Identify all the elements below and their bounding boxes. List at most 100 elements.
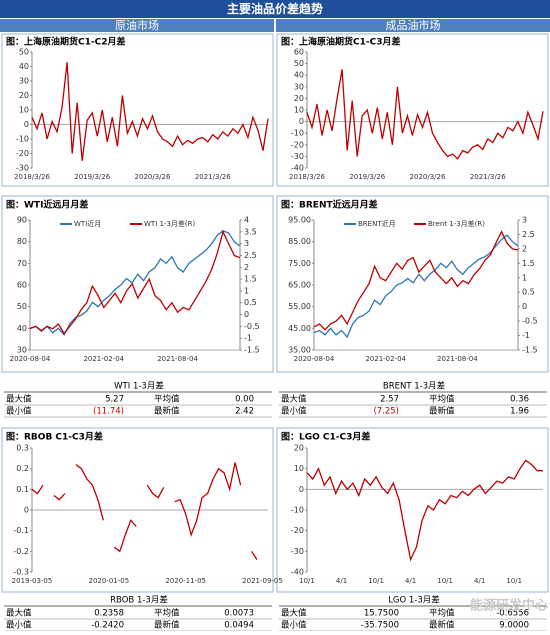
legend-label: BRENT近月 xyxy=(358,219,396,228)
y2-tick-label: 2.5 xyxy=(244,251,257,260)
series-line xyxy=(29,229,241,335)
y-tick-label: 10 xyxy=(294,106,304,115)
chart-title: 图：LGO C1-C3月差 xyxy=(281,431,370,443)
chart-title: 图：上海原油期货C1-C3月差 xyxy=(281,36,400,48)
series-line xyxy=(32,463,268,560)
y-tick-label: -30 xyxy=(291,152,304,161)
x-tick-label: 2021-02-04 xyxy=(83,355,124,363)
y-tick-label: 10 xyxy=(19,106,29,115)
x-tick-label: 2021-09-05 xyxy=(242,577,283,585)
x-tick-label: 10/1 xyxy=(368,577,384,585)
x-tick-label: 2021/3/26 xyxy=(195,173,231,181)
x-tick-label: 2021-08-04 xyxy=(157,355,198,363)
table-cell: 最新值 xyxy=(429,620,455,631)
y2-tick-label: -0.5 xyxy=(244,322,260,331)
y-tick-label: 0 xyxy=(299,117,304,126)
y2-tick-label: 1 xyxy=(522,273,527,282)
x-tick-label: 2019/3/26 xyxy=(349,173,385,181)
x-tick-label: 2020/3/26 xyxy=(135,173,171,181)
panel xyxy=(276,33,549,187)
y-tick-label: 50 xyxy=(17,302,27,311)
table-caption: LGO 1-3月差 xyxy=(388,595,440,606)
y-tick-label: 30 xyxy=(17,346,27,355)
y2-tick-label: 0.5 xyxy=(244,298,257,307)
series-line xyxy=(313,234,519,339)
y-tick-label: -10 xyxy=(291,506,304,515)
y2-tick-label: 1 xyxy=(244,286,249,295)
table-cell: 最大值 xyxy=(6,608,32,619)
y-tick-label: 20 xyxy=(19,91,29,100)
table-cell: 最大值 xyxy=(281,608,307,619)
series-line xyxy=(31,62,269,161)
table-cell: 15.7500 xyxy=(364,609,399,619)
header-bar xyxy=(0,0,550,18)
y-tick-label: 35.00 xyxy=(288,346,311,355)
y-tick-label: 60 xyxy=(17,281,27,290)
y-tick-label: 65.00 xyxy=(288,281,311,290)
table-cell: 2.42 xyxy=(235,407,254,417)
x-tick-label: 2020-11-05 xyxy=(165,577,206,585)
y-tick-label: 0 xyxy=(299,485,304,494)
y2-tick-label: 2 xyxy=(244,263,249,272)
legend-label: Brent 1-3月差(R) xyxy=(428,219,485,228)
x-tick-label: 10/1 xyxy=(299,577,315,585)
y-tick-label: 10 xyxy=(294,464,304,473)
table-cell: -0.2420 xyxy=(91,621,124,631)
y-tick-label: -0.3 xyxy=(13,568,29,577)
y-tick-label: -20 xyxy=(291,140,304,149)
y-tick-label: -30 xyxy=(16,164,29,173)
section-title: 原油市场 xyxy=(115,18,159,32)
x-tick-label: 4/1 xyxy=(474,577,485,585)
y-tick-label: 0.3 xyxy=(16,444,29,453)
section-title: 成品油市场 xyxy=(386,18,441,32)
table-caption: WTI 1-3月差 xyxy=(114,381,164,392)
table-cell: 2.57 xyxy=(380,395,399,405)
table-cell: 最小值 xyxy=(6,406,32,417)
x-tick-label: 2020-01-05 xyxy=(88,577,129,585)
x-tick-label: 2020-08-04 xyxy=(294,355,335,363)
table-cell: -0.6556 xyxy=(496,609,529,619)
y-tick-label: -10 xyxy=(291,129,304,138)
panel xyxy=(1,195,274,373)
y2-tick-label: 2.5 xyxy=(522,230,535,239)
watermark: 能源研发中心 xyxy=(470,598,548,614)
table-cell: 9.0000 xyxy=(499,621,529,631)
y-tick-label: 50 xyxy=(294,59,304,68)
x-tick-label: 2019-03-05 xyxy=(12,577,53,585)
y2-tick-label: 0 xyxy=(244,310,249,319)
table-cell: 5.27 xyxy=(105,395,124,405)
table-cell: -35.7500 xyxy=(361,621,399,631)
y-tick-label: 40 xyxy=(19,62,29,71)
y-tick-label: 0 xyxy=(24,120,29,129)
section-bar xyxy=(276,19,550,32)
y-tick-label: 75.00 xyxy=(288,259,311,268)
y-tick-label: 0 xyxy=(24,506,29,515)
table-cell: 最大值 xyxy=(281,394,307,405)
y2-tick-label: 0 xyxy=(522,302,527,311)
y-tick-label: 20 xyxy=(294,94,304,103)
y-tick-label: 60 xyxy=(294,48,304,57)
x-tick-label: 2020-08-04 xyxy=(10,355,51,363)
y-tick-label: 45.00 xyxy=(288,324,311,333)
panel xyxy=(276,427,549,593)
table-cell: 0.0494 xyxy=(224,621,254,631)
y2-tick-label: 3.5 xyxy=(244,227,257,236)
table-cell: 0.2358 xyxy=(94,609,124,619)
x-tick-label: 4/1 xyxy=(405,577,416,585)
x-tick-label: 2021/3/26 xyxy=(470,173,506,181)
panel xyxy=(1,33,274,187)
section-bar xyxy=(0,19,274,32)
table-cell: 最新值 xyxy=(154,620,180,631)
x-tick-label: 2018/3/26 xyxy=(14,173,50,181)
y-tick-label: -20 xyxy=(16,149,29,158)
table-cell: 最小值 xyxy=(281,406,307,417)
y-tick-label: -20 xyxy=(291,526,304,535)
page-title: 主要油品价差趋势 xyxy=(227,1,323,16)
x-tick-label: 10/1 xyxy=(437,577,453,585)
y-tick-label: -30 xyxy=(291,547,304,556)
table-cell: 最新值 xyxy=(429,406,455,417)
panel xyxy=(1,427,274,593)
y-tick-label: 50 xyxy=(19,48,29,57)
x-tick-label: 2021-08-04 xyxy=(437,355,478,363)
